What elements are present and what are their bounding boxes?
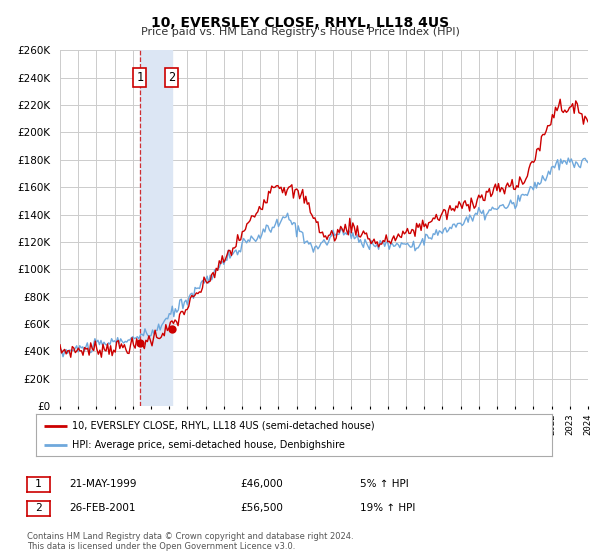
- Text: 2: 2: [169, 71, 176, 84]
- Text: 26-FEB-2001: 26-FEB-2001: [69, 503, 136, 514]
- Text: 1: 1: [35, 479, 42, 489]
- Text: 10, EVERSLEY CLOSE, RHYL, LL18 4US: 10, EVERSLEY CLOSE, RHYL, LL18 4US: [151, 16, 449, 30]
- Text: 1: 1: [136, 71, 143, 84]
- Text: HPI: Average price, semi-detached house, Denbighshire: HPI: Average price, semi-detached house,…: [72, 440, 345, 450]
- Bar: [140, 50, 172, 406]
- Text: 5% ↑ HPI: 5% ↑ HPI: [360, 479, 409, 489]
- Text: 19% ↑ HPI: 19% ↑ HPI: [360, 503, 415, 514]
- Text: 10, EVERSLEY CLOSE, RHYL, LL18 4US (semi-detached house): 10, EVERSLEY CLOSE, RHYL, LL18 4US (semi…: [72, 421, 375, 431]
- Text: £56,500: £56,500: [240, 503, 283, 514]
- Text: 21-MAY-1999: 21-MAY-1999: [69, 479, 137, 489]
- Text: £46,000: £46,000: [240, 479, 283, 489]
- Text: Price paid vs. HM Land Registry's House Price Index (HPI): Price paid vs. HM Land Registry's House …: [140, 27, 460, 37]
- Text: 2: 2: [35, 503, 42, 514]
- Text: Contains HM Land Registry data © Crown copyright and database right 2024.
This d: Contains HM Land Registry data © Crown c…: [27, 532, 353, 552]
